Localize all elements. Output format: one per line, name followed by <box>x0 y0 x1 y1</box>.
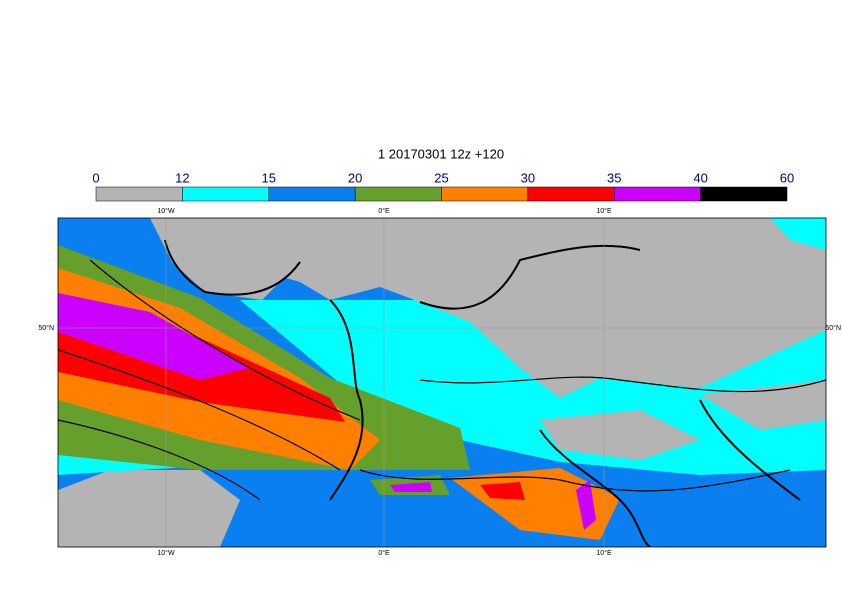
land <box>540 410 700 460</box>
colorbar-segment <box>354 186 442 202</box>
field <box>58 293 250 380</box>
colorbar-segment <box>268 186 356 202</box>
title: 1 20170301 12z +120 <box>378 146 504 161</box>
colorbar-segment <box>527 186 615 202</box>
colorbar-label: 12 <box>175 170 189 185</box>
colorbar-label: 40 <box>693 170 707 185</box>
colorbar-segment <box>182 186 269 202</box>
colorbar-label: 25 <box>434 170 448 185</box>
lon-label: 0°E <box>378 207 390 215</box>
colorbar-label: 30 <box>521 170 535 185</box>
colorbar-segment <box>95 186 183 202</box>
land <box>230 218 826 398</box>
lat-label: 50°N <box>38 324 54 332</box>
colorbar-label: 35 <box>607 170 621 185</box>
colorbar-label: 15 <box>262 170 276 185</box>
isolines <box>58 259 826 501</box>
map-frame <box>57 217 827 548</box>
lon-label: 10°E <box>596 549 612 557</box>
colorbar: 0 12 15 20 25 30 35 40 60 <box>92 170 794 202</box>
colorbar-label: 60 <box>780 170 794 185</box>
colorbar-segment <box>441 186 529 202</box>
land <box>150 218 300 300</box>
colorbar-segment <box>700 186 788 202</box>
graticule <box>58 218 826 547</box>
colorbar-segment <box>614 186 701 202</box>
lat-label: 50°N <box>825 324 841 332</box>
colorbar-label: 0 <box>92 170 99 185</box>
colorbar-label: 20 <box>348 170 362 185</box>
map <box>58 218 826 547</box>
field <box>480 482 525 500</box>
field <box>390 482 432 492</box>
lon-label: 10°W <box>157 207 175 215</box>
coastline <box>164 239 801 547</box>
land <box>700 380 826 430</box>
field <box>576 480 596 530</box>
lon-label: 10°E <box>596 207 612 215</box>
lon-label: 10°W <box>157 549 175 557</box>
land <box>58 470 240 547</box>
lon-label: 0°E <box>378 549 390 557</box>
field <box>770 218 826 250</box>
